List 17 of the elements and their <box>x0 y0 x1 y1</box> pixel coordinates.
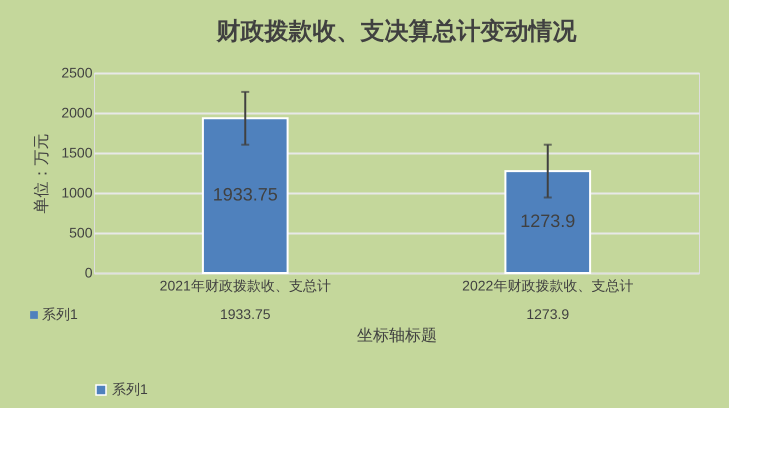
chart-title: 财政拨款收、支决算总计变动情况 <box>216 18 578 45</box>
data-label: 1933.75 <box>220 306 271 322</box>
y-axis-title: 单位：万元 <box>32 134 50 214</box>
legend-label: 系列1 <box>112 381 148 397</box>
annotation: 1273.9 <box>520 211 576 232</box>
y-tick-label: 2000 <box>61 104 93 120</box>
data-label: 1273.9 <box>526 306 570 322</box>
y-tick-label: 0 <box>84 264 93 280</box>
x-tick-label: 2021年财政拨款收、支总计 <box>160 278 331 294</box>
text: 系列1 <box>42 306 78 322</box>
x-axis-title: 坐标轴标题 <box>357 326 437 344</box>
annotation: 1933.75 <box>212 184 278 205</box>
x-tick-label: 2022年财政拨款收、支总计 <box>462 278 634 294</box>
y-tick-label: 2500 <box>61 64 93 80</box>
y-tick-label: 1500 <box>61 144 93 160</box>
y-tick-label: 500 <box>69 224 93 240</box>
y-tick-label: 1000 <box>61 184 93 200</box>
